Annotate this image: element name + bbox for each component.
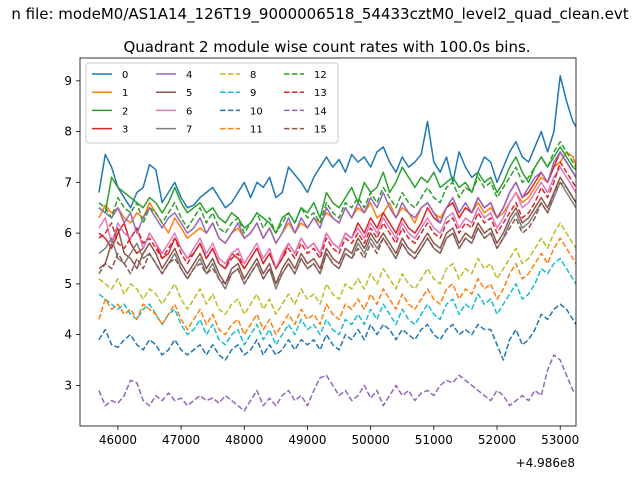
series-line-10 bbox=[98, 303, 576, 361]
y-tick-label: 7 bbox=[64, 175, 72, 189]
x-tick-label: 52000 bbox=[478, 433, 516, 447]
x-tick-label: 47000 bbox=[162, 433, 200, 447]
legend-label-11: 11 bbox=[250, 125, 263, 136]
legend-label-6: 6 bbox=[186, 106, 192, 117]
series-line-9 bbox=[98, 257, 576, 346]
y-tick-label: 9 bbox=[64, 74, 72, 88]
x-offset-label: +4.986e8 bbox=[516, 456, 575, 470]
chart-title: Quadrant 2 module wise count rates with … bbox=[123, 38, 530, 56]
suptitle: n file: modeM0/AS1A14_126T19_9000006518_… bbox=[11, 5, 628, 24]
legend-label-8: 8 bbox=[250, 70, 256, 81]
y-tick-label: 8 bbox=[64, 125, 72, 139]
series-line-8 bbox=[98, 222, 576, 316]
x-tick-label: 49000 bbox=[288, 433, 326, 447]
legend-label-7: 7 bbox=[186, 125, 192, 136]
legend-label-14: 14 bbox=[314, 106, 327, 117]
legend-label-0: 0 bbox=[122, 70, 128, 81]
y-tick-label: 3 bbox=[64, 378, 72, 392]
x-tick-label: 53000 bbox=[541, 433, 579, 447]
series-line-6 bbox=[98, 166, 576, 270]
x-tick-label: 50000 bbox=[352, 433, 390, 447]
legend-label-2: 2 bbox=[122, 106, 128, 117]
legend-label-5: 5 bbox=[186, 88, 192, 99]
x-tick-label: 46000 bbox=[99, 433, 137, 447]
series-layer bbox=[98, 75, 576, 412]
legend-label-12: 12 bbox=[314, 70, 327, 81]
y-tick-label: 6 bbox=[64, 226, 72, 240]
legend-label-10: 10 bbox=[250, 106, 263, 117]
series-line-0 bbox=[98, 75, 576, 209]
legend-label-9: 9 bbox=[250, 88, 256, 99]
legend-label-3: 3 bbox=[122, 125, 128, 136]
y-tick-label: 5 bbox=[64, 277, 72, 291]
series-line-4 bbox=[98, 151, 576, 245]
series-line-15 bbox=[98, 181, 576, 285]
plot-frame bbox=[79, 57, 577, 427]
series-line-12 bbox=[98, 141, 576, 234]
legend-frame bbox=[85, 62, 339, 144]
legend-label-15: 15 bbox=[314, 125, 327, 136]
y-axis: 3 4 5 6 7 8 9 bbox=[64, 74, 80, 392]
series-line-2 bbox=[98, 146, 576, 234]
x-tick-label: 51000 bbox=[415, 433, 453, 447]
legend-label-1: 1 bbox=[122, 88, 128, 99]
x-axis: 46000 47000 48000 49000 50000 51000 52000 53000 bbox=[99, 426, 579, 447]
legend-label-13: 13 bbox=[314, 88, 327, 99]
legend-label-4: 4 bbox=[186, 70, 192, 81]
x-tick-label: 48000 bbox=[225, 433, 263, 447]
series-line-13 bbox=[98, 161, 576, 270]
series-line-14 bbox=[98, 354, 576, 412]
series-line-5 bbox=[98, 176, 576, 285]
y-tick-label: 4 bbox=[64, 328, 72, 342]
